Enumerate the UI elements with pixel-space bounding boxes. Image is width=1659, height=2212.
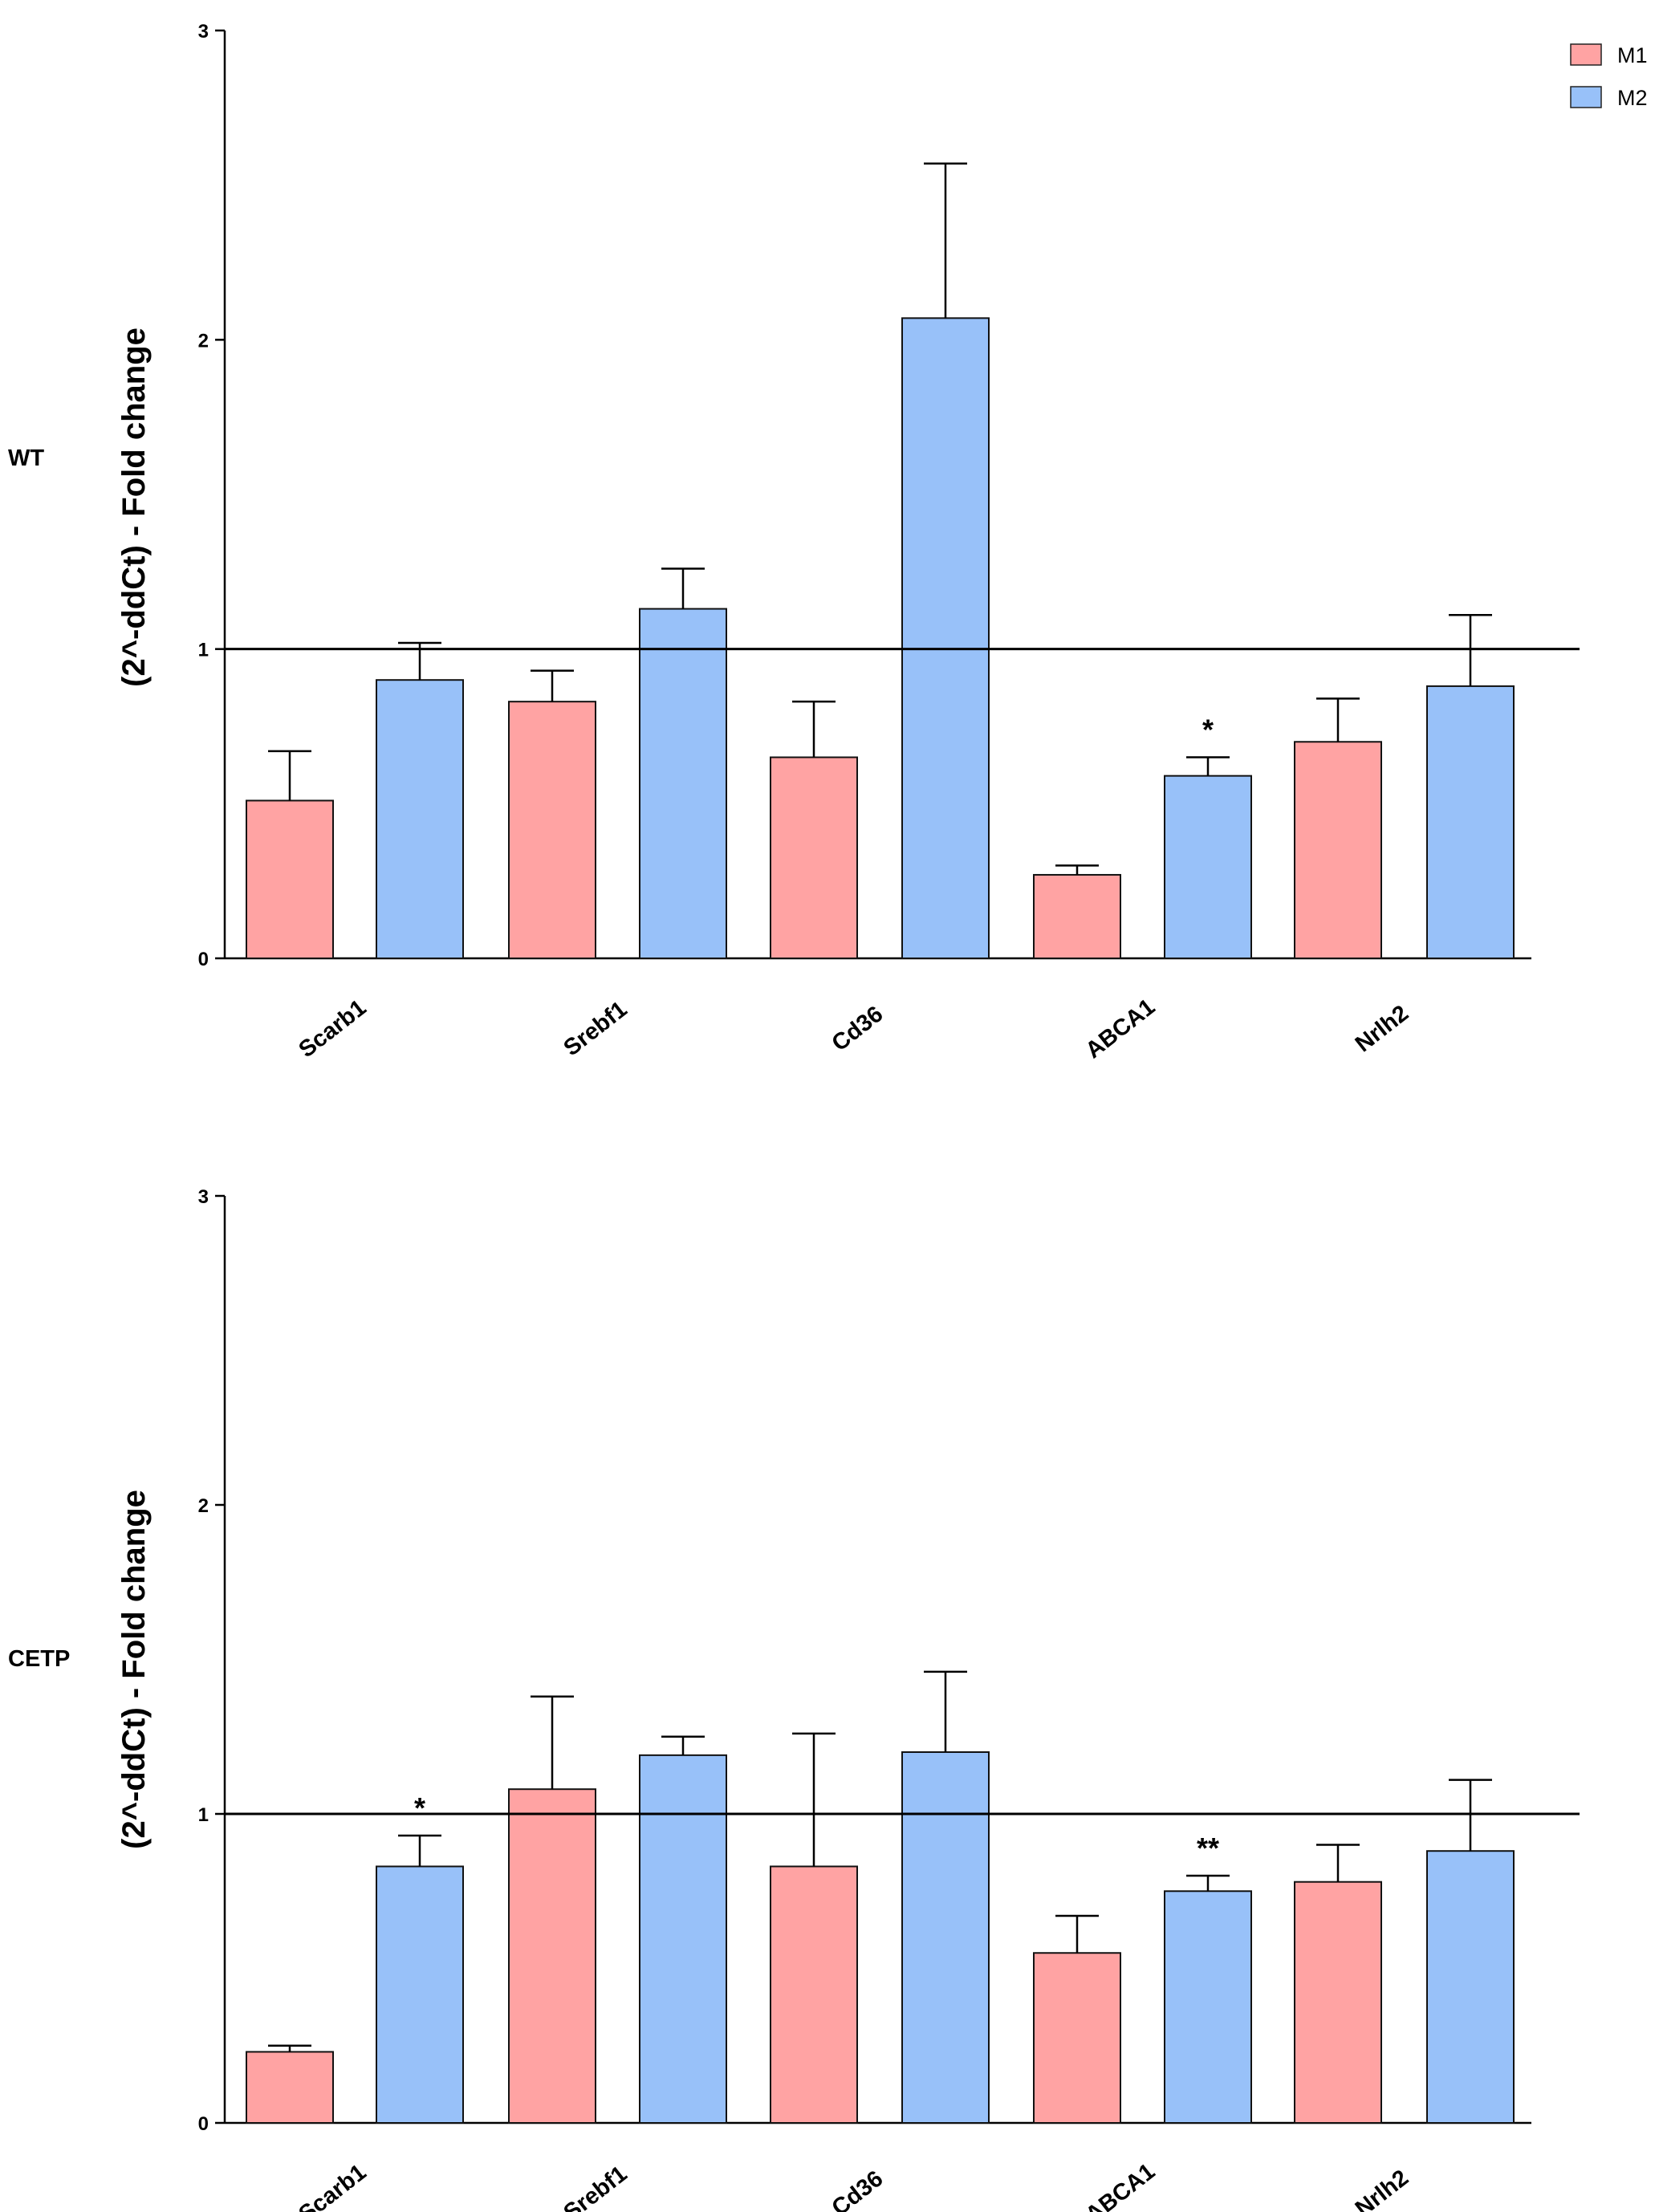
cetp-chart: CETP (2^-ddCt) - Fold change0123***Scarb1…: [8, 1186, 1580, 2212]
cetp-bar-cd36-m1: [770, 1865, 858, 2124]
wt-bar-srebf1-m1: [508, 701, 596, 959]
legend: M1 M2: [1570, 43, 1648, 110]
cetp-bar-srebf1-m2: [639, 1754, 727, 2125]
wt-y-tick-label-2: 2: [198, 330, 209, 352]
cetp-bar-abca1-m2: [1164, 1890, 1252, 2124]
wt-panel-label: WT: [8, 445, 44, 471]
cetp-x-label-abca1: ABCA1: [1081, 2159, 1160, 2212]
cetp-panel-label: CETP: [8, 1646, 70, 1672]
wt-y-tick-label-3: 3: [198, 21, 209, 43]
wt-x-label-cd36: Cd36: [827, 1001, 888, 1056]
cetp-bar-scarb1-m2: [376, 1865, 464, 2124]
cetp-y-tick-label-3: 3: [198, 1186, 209, 1208]
cetp-bar-cd36-m2: [901, 1751, 990, 2124]
cetp-significance-scarb1: *: [414, 1791, 425, 1824]
wt-bar-abca1-m2: [1164, 775, 1252, 959]
wt-y-axis-title: (2^-ddCt) - Fold change: [116, 327, 152, 687]
cetp-bar-nrlh2-m1: [1294, 1881, 1382, 2124]
wt-bar-srebf1-m2: [639, 608, 727, 959]
cetp-x-label-nrlh2: Nrlh2: [1351, 2165, 1413, 2212]
wt-bar-scarb1-m1: [246, 799, 334, 959]
cetp-bar-srebf1-m1: [508, 1788, 596, 2124]
legend-swatch-m1: [1570, 43, 1602, 66]
wt-x-label-nrlh2: Nrlh2: [1351, 1000, 1413, 1057]
legend-label-m2: M2: [1617, 86, 1648, 110]
cetp-bar-nrlh2-m2: [1426, 1850, 1515, 2124]
wt-bar-nrlh2-m1: [1294, 741, 1382, 959]
cetp-x-label-srebf1: Srebf1: [559, 2161, 632, 2212]
wt-bar-nrlh2-m2: [1426, 685, 1515, 959]
wt-x-label-scarb1: Scarb1: [294, 995, 371, 1063]
wt-bar-scarb1-m2: [376, 679, 464, 959]
cetp-y-axis-title: (2^-ddCt) - Fold change: [116, 1490, 152, 1849]
wt-chart: WT (2^-ddCt) - Fold change 0 1 2 3 * Scarb1 Sreb…: [8, 21, 1580, 1063]
wt-bar-abca1-m1: [1033, 873, 1121, 959]
cetp-x-label-cd36: Cd36: [827, 2165, 888, 2212]
legend-label-m1: M1: [1617, 43, 1648, 67]
cetp-bar-scarb1-m1: [246, 2051, 334, 2124]
cetp-y-tick-label-0: 0: [198, 2113, 209, 2135]
cetp-y-tick-label-1: 1: [198, 1804, 209, 1826]
cetp-x-label-scarb1: Scarb1: [294, 2160, 371, 2212]
wt-y-tick-label-0: 0: [198, 949, 209, 970]
cetp-significance-abca1: **: [1197, 1832, 1219, 1864]
wt-significance-abca1: *: [1202, 714, 1214, 746]
wt-bar-cd36-m1: [770, 756, 858, 959]
wt-x-label-abca1: ABCA1: [1081, 994, 1160, 1064]
cetp-y-tick-label-2: 2: [198, 1495, 209, 1517]
wt-x-label-srebf1: Srebf1: [559, 997, 632, 1062]
wt-bar-cd36-m2: [901, 317, 990, 959]
cetp-bar-abca1-m1: [1033, 1952, 1121, 2124]
legend-swatch-m2: [1570, 86, 1602, 108]
wt-y-tick-label-1: 1: [198, 640, 209, 661]
